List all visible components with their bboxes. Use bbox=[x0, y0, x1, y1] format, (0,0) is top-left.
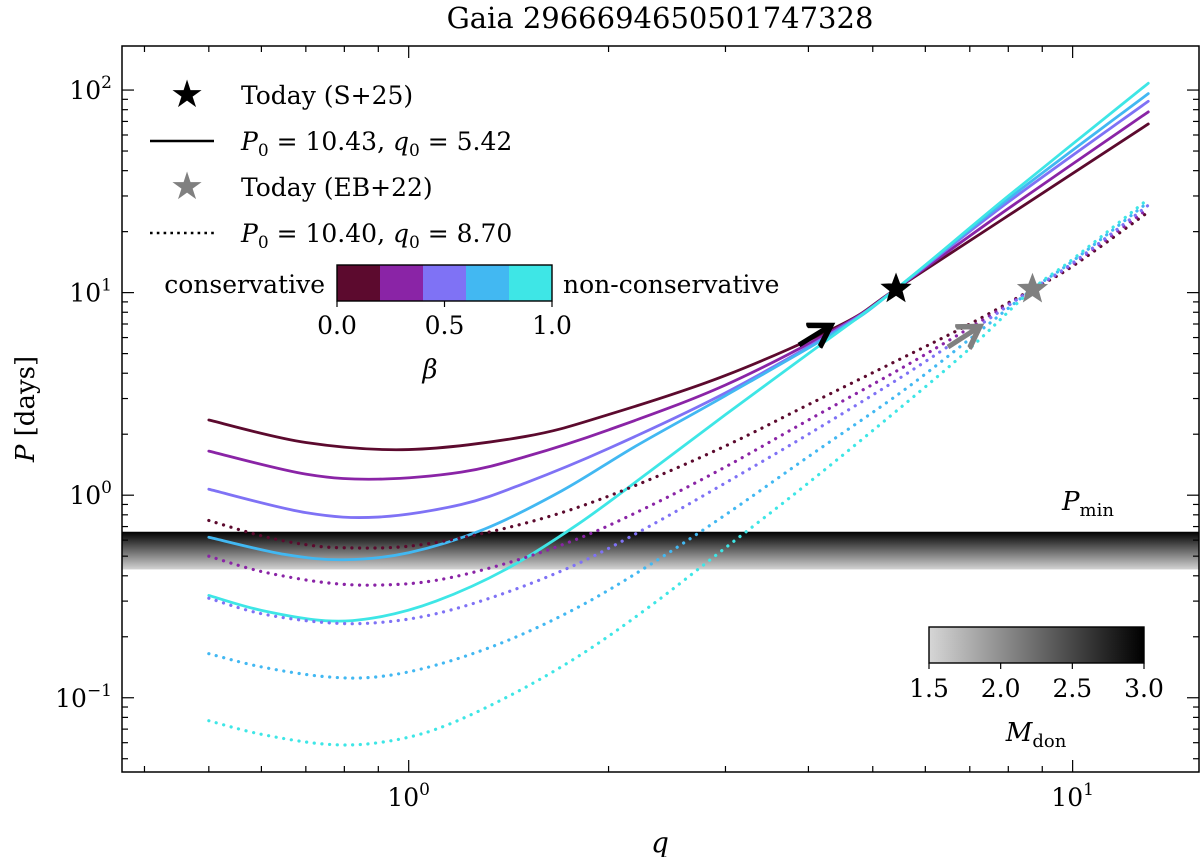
today-star-eb22 bbox=[1016, 272, 1049, 303]
beta-left-label: conservative bbox=[164, 270, 325, 299]
beta-colorbar-cell bbox=[466, 265, 510, 301]
arrow-gray bbox=[946, 327, 979, 347]
beta-colorbar-cell bbox=[380, 265, 424, 301]
y-tick-label: 100 bbox=[69, 478, 112, 510]
legend-today-eb22: Today (EB+22) bbox=[241, 173, 433, 202]
beta-tick-label: 0.0 bbox=[317, 311, 357, 340]
beta-colorbar-cell bbox=[423, 265, 467, 301]
legend-today-s25: Today (S+25) bbox=[241, 81, 413, 110]
mdon-colorbar-gradient bbox=[928, 626, 1145, 664]
tick-labels: 100 101 10−1 100 101 102 bbox=[55, 73, 1094, 812]
series-solid-beta-0 bbox=[207, 122, 1150, 452]
axis-ticks bbox=[122, 46, 1199, 772]
series-solid-beta-0_5 bbox=[207, 99, 1150, 519]
arrow-black bbox=[797, 326, 830, 345]
series-dotted-beta-1 bbox=[207, 197, 1150, 747]
beta-tick-label: 0.5 bbox=[425, 311, 465, 340]
beta-colorbar-cell bbox=[509, 265, 553, 301]
mdon-tick-label: 3.0 bbox=[1124, 674, 1164, 703]
mdon-tick-label: 2.0 bbox=[981, 674, 1021, 703]
y-tick-label: 101 bbox=[69, 276, 112, 308]
y-tick-label: 10−1 bbox=[55, 681, 112, 713]
beta-colorbar: conservative non-conservative 0.0 0.5 1.0 … bbox=[164, 264, 779, 385]
beta-right-label: non-conservative bbox=[563, 270, 779, 299]
beta-colorbar-cell bbox=[337, 265, 381, 301]
series-dotted-beta-0_75 bbox=[207, 200, 1150, 680]
series-solid-beta-1 bbox=[207, 81, 1150, 623]
series-solid-beta-0_25 bbox=[207, 110, 1150, 481]
beta-tick-label: 1.0 bbox=[532, 311, 572, 340]
chart-title: Gaia 2966694650501747328 bbox=[447, 1, 874, 35]
y-axis-label: P [days] bbox=[11, 356, 41, 463]
beta-axis-label: β bbox=[421, 355, 437, 385]
x-tick-label: 101 bbox=[1051, 780, 1094, 812]
legend-solid-label: P0 = 10.43, q0 = 5.42 bbox=[240, 127, 512, 161]
legend-dotted-label: P0 = 10.40, q0 = 8.70 bbox=[240, 219, 512, 253]
series-dotted-beta-0 bbox=[207, 210, 1150, 550]
plot-frame bbox=[121, 45, 1200, 773]
series-group bbox=[207, 81, 1150, 747]
today-markers bbox=[880, 272, 1049, 303]
legend-star-black-icon: ★ bbox=[170, 72, 204, 116]
x-tick-label: 100 bbox=[387, 780, 430, 812]
mdon-axis-label: Mdon bbox=[1005, 718, 1067, 752]
pmin-band bbox=[122, 531, 1199, 570]
mdon-tick-label: 1.5 bbox=[909, 674, 949, 703]
mdon-tick-label: 2.5 bbox=[1052, 674, 1092, 703]
legend: ★ Today (S+25) P0 = 10.43, q0 = 5.42 ★ T… bbox=[150, 72, 512, 253]
mdon-colorbar: 1.5 2.0 2.5 3.0 Mdon bbox=[909, 626, 1164, 752]
today-star-s25 bbox=[880, 272, 912, 303]
x-axis-label: q bbox=[651, 826, 669, 857]
pmin-label: Pmin bbox=[1061, 487, 1114, 521]
legend-star-gray-icon: ★ bbox=[170, 164, 204, 208]
series-dotted-beta-0_5 bbox=[207, 203, 1150, 626]
y-tick-label: 102 bbox=[69, 73, 112, 105]
series-dotted-beta-0_25 bbox=[207, 206, 1150, 587]
